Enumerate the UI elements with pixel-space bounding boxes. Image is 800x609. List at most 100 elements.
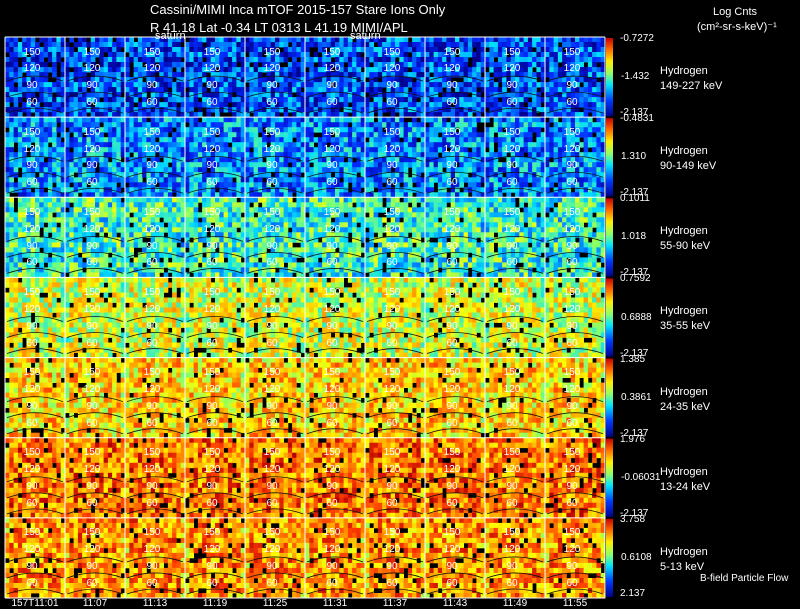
heat-pixel [335, 82, 340, 88]
heat-pixel [386, 47, 392, 53]
heat-pixel [180, 72, 186, 78]
heat-pixel [425, 67, 430, 73]
heat-pixel [193, 162, 199, 168]
heat-pixel [202, 52, 207, 58]
heat-pixel [103, 62, 109, 68]
heat-pixel [30, 102, 36, 108]
heat-pixel [532, 52, 537, 58]
heat-pixel [425, 142, 430, 148]
heat-pixel [172, 47, 177, 53]
heat-pixel [463, 57, 469, 63]
heat-pixel [407, 112, 413, 118]
heat-pixel [270, 37, 276, 43]
heat-pixel [17, 67, 23, 73]
heat-pixel [43, 227, 49, 233]
heat-pixel [407, 57, 413, 63]
heat-pixel [56, 177, 62, 183]
heat-pixel [587, 177, 593, 183]
heat-pixel [399, 87, 404, 93]
heat-pixel [197, 177, 203, 183]
heat-pixel [382, 62, 387, 68]
heat-pixel [210, 42, 216, 48]
heat-pixel [90, 87, 96, 93]
heat-pixel [172, 262, 177, 268]
heat-pixel [146, 47, 152, 53]
heat-pixel [137, 127, 143, 133]
heat-pixel [553, 137, 559, 143]
heat-pixel [43, 237, 49, 243]
heat-pixel [322, 47, 327, 53]
heat-pixel [420, 112, 426, 118]
heat-pixel [596, 147, 602, 153]
heat-pixel [579, 167, 584, 173]
heat-pixel [467, 87, 473, 93]
heat-pixel [30, 57, 36, 63]
pitch-angle-contour [66, 91, 124, 98]
heat-pixel [553, 72, 559, 78]
heat-pixel [493, 122, 499, 128]
heat-pixel [30, 197, 36, 203]
heat-pixel [17, 212, 23, 218]
heat-pixel [137, 227, 143, 233]
heat-pixel [442, 57, 447, 63]
heat-pixel [5, 107, 10, 113]
heat-pixel [407, 127, 413, 133]
heat-pixel [583, 37, 589, 43]
heat-pixel [26, 217, 32, 223]
heat-pixel [467, 177, 473, 183]
heat-pixel [43, 197, 49, 203]
heat-pixel [47, 67, 53, 73]
heat-pixel [283, 122, 289, 128]
heat-pixel [596, 47, 602, 53]
heat-pixel [472, 52, 477, 58]
heat-pixel [309, 62, 314, 68]
heat-pixel [240, 67, 246, 73]
heat-pixel [425, 72, 430, 78]
heat-pixel [137, 137, 143, 143]
heat-pixel [210, 57, 216, 63]
heat-pixel [5, 162, 10, 168]
heat-pixel [129, 197, 134, 203]
heat-pixel [129, 112, 134, 118]
heat-pixel [557, 37, 563, 43]
heat-pixel [125, 102, 130, 108]
heat-pixel [137, 52, 143, 58]
heat-pixel [90, 37, 96, 43]
heat-pixel [257, 102, 263, 108]
heat-pixel [232, 142, 237, 148]
heat-pixel [17, 132, 23, 138]
heat-pixel [523, 67, 529, 73]
heat-pixel [5, 202, 10, 208]
heat-pixel [125, 87, 130, 93]
heat-pixel [56, 182, 62, 188]
heat-pixel [206, 197, 212, 203]
heat-pixel [77, 117, 83, 123]
heat-pixel [52, 257, 57, 263]
heat-pixel [403, 142, 409, 148]
heat-pixel [317, 162, 323, 168]
heat-pixel [43, 47, 49, 53]
heat-pixel [176, 167, 182, 173]
heat-pixel [163, 182, 169, 188]
heat-pixel [300, 57, 306, 63]
heat-pixel [103, 82, 109, 88]
heat-pixel [317, 127, 323, 133]
heat-pixel [65, 167, 70, 173]
heat-pixel [125, 257, 130, 263]
heat-pixel [185, 257, 190, 263]
heat-pixel [150, 47, 156, 53]
heat-pixel [43, 122, 49, 128]
heat-pixel [249, 67, 254, 73]
heat-pixel [142, 97, 147, 103]
heat-pixel [347, 72, 353, 78]
heat-pixel [245, 77, 250, 83]
heat-pixel [587, 37, 593, 43]
heat-pixel [107, 167, 113, 173]
heat-pixel [116, 207, 122, 213]
heat-pixel [193, 112, 199, 118]
heat-pixel [399, 107, 404, 113]
heat-pixel [120, 87, 126, 93]
heat-pixel [330, 77, 336, 83]
heat-pixel [386, 77, 392, 83]
heat-pixel [240, 82, 246, 88]
